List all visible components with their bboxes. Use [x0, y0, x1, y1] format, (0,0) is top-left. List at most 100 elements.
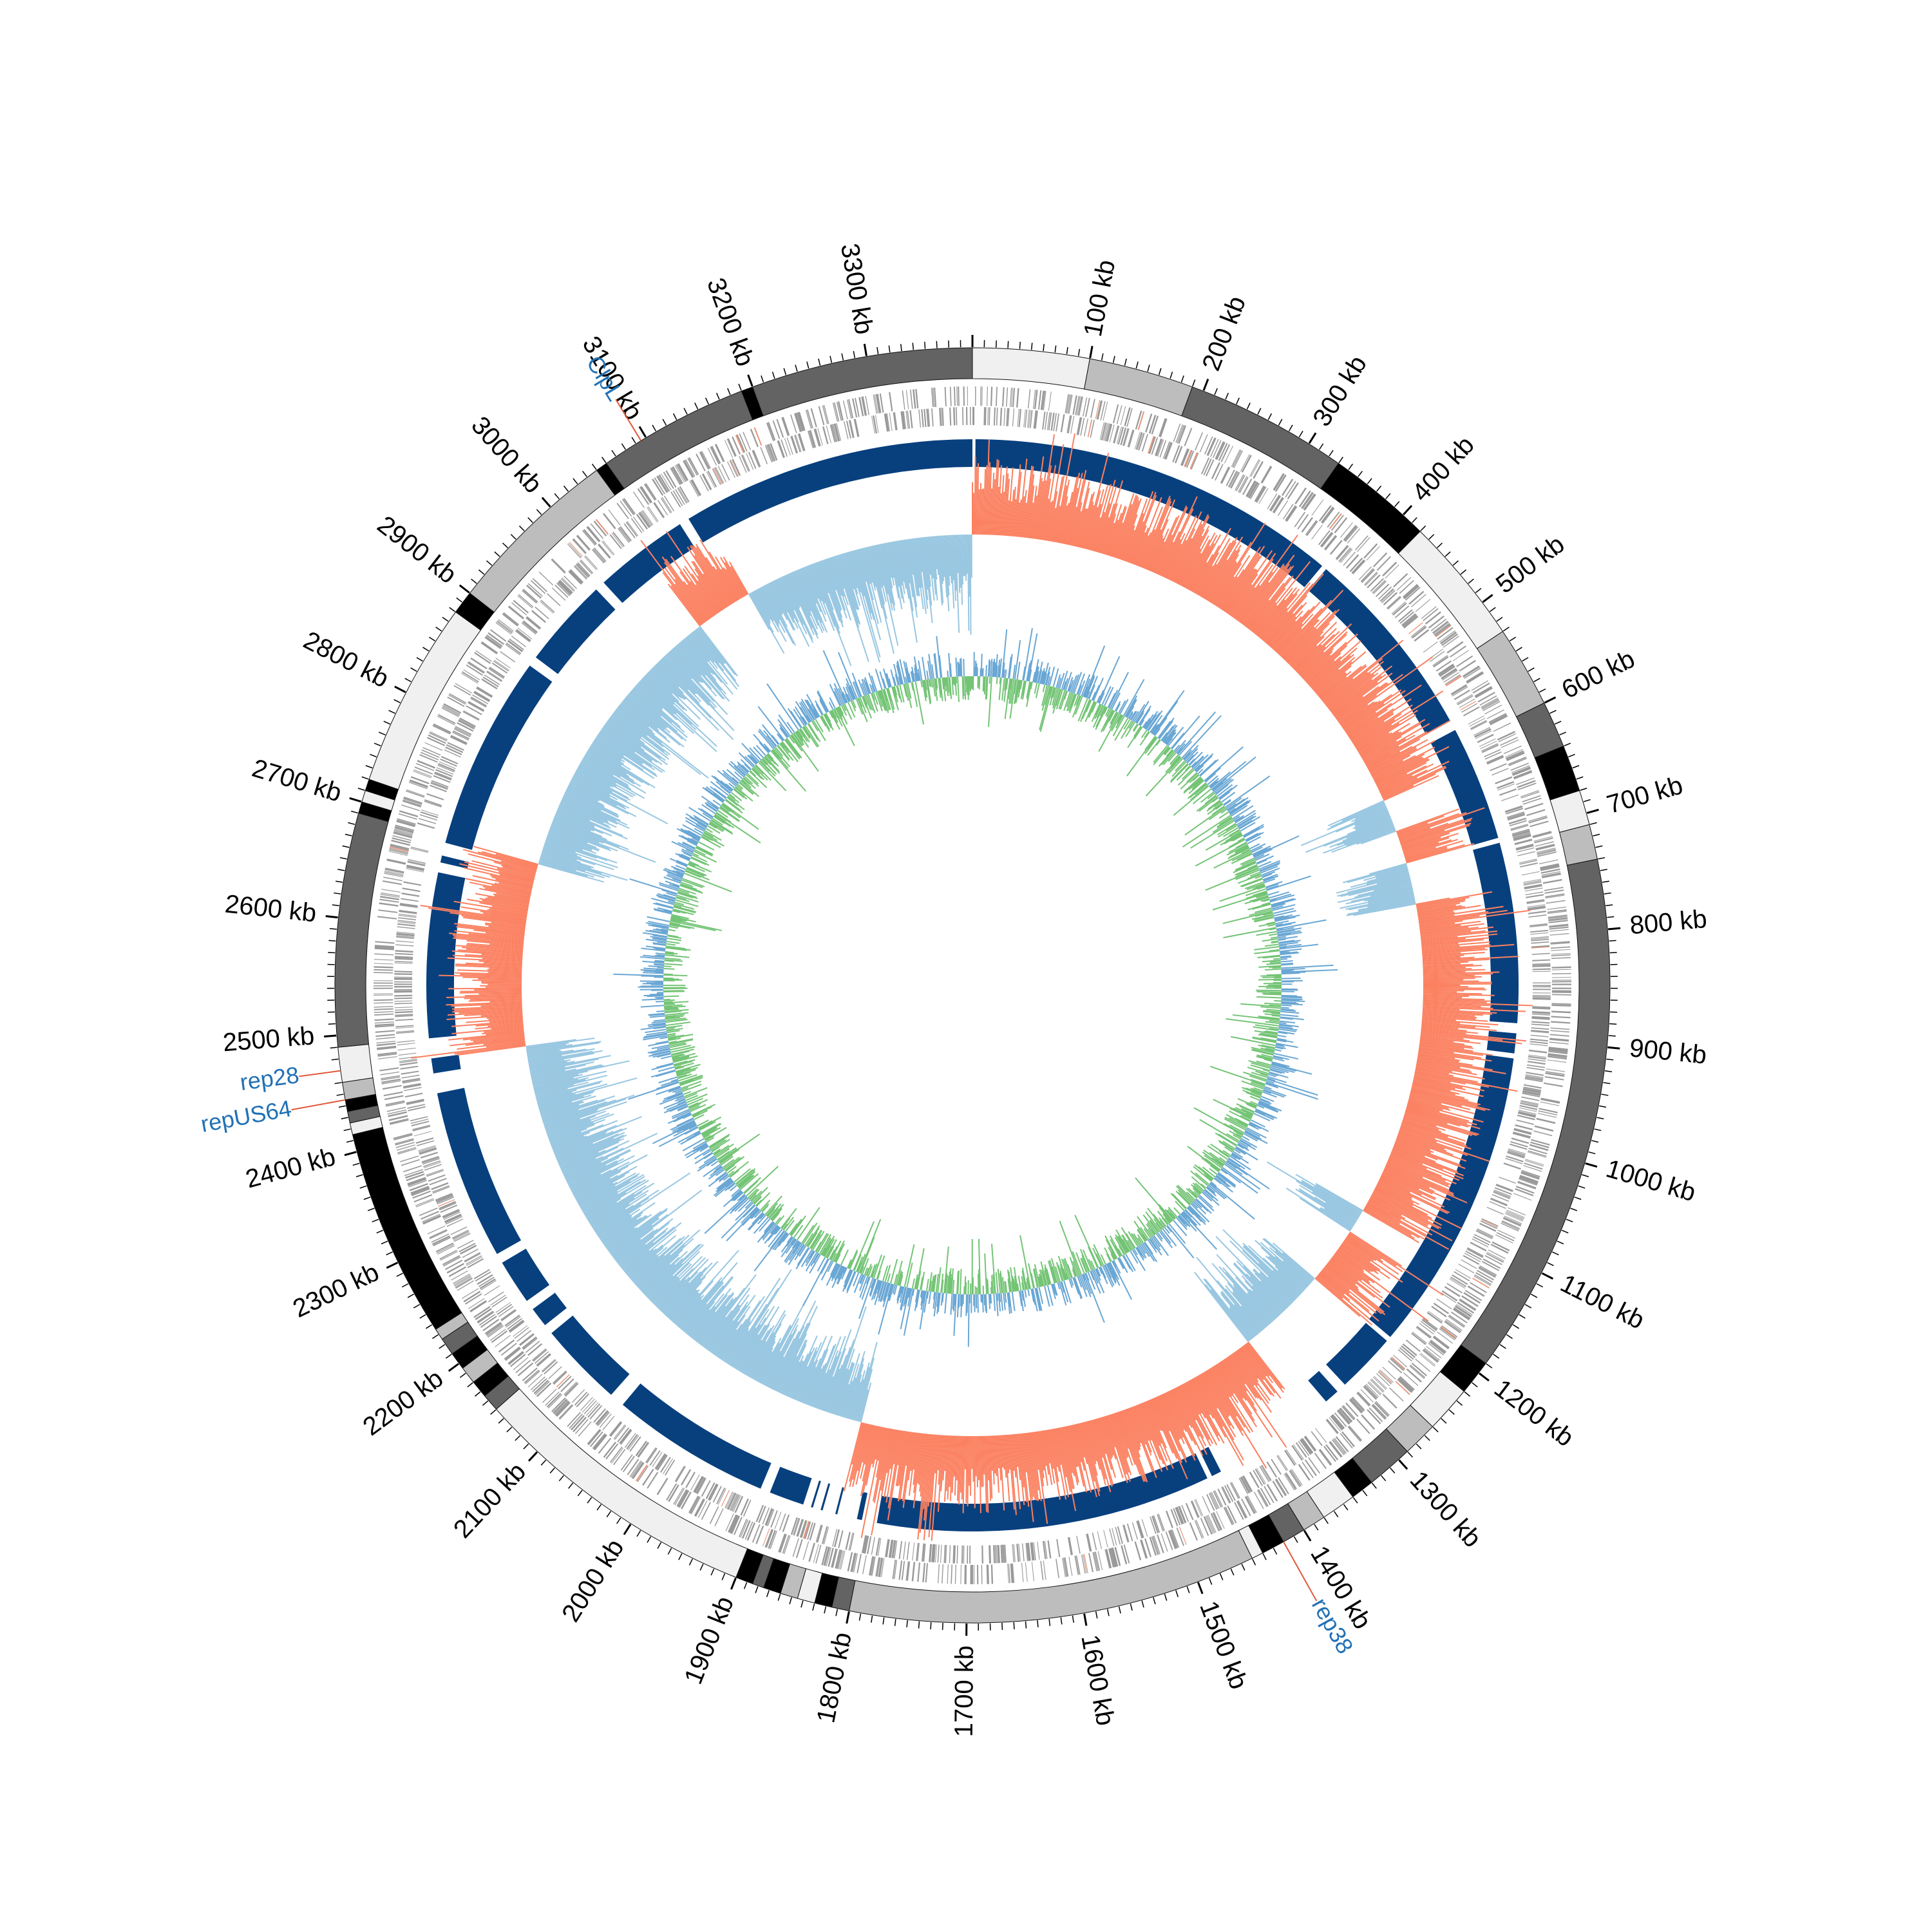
cds-feature [530, 1376, 545, 1390]
skew-positive-bar [1367, 1202, 1427, 1236]
skew-positive-bar [974, 1435, 976, 1508]
skew-positive-bar [1328, 1261, 1376, 1298]
skew-positive-bar [978, 1435, 980, 1481]
cds-feature [1302, 1437, 1314, 1454]
cds-feature [1126, 1523, 1133, 1542]
minor-tick [1358, 471, 1363, 477]
cds-feature [630, 518, 643, 533]
cds-feature [1025, 409, 1028, 428]
skew-positive-bar [1419, 909, 1508, 923]
position-label: 1500 kb [1194, 1597, 1253, 1693]
cds-feature [1179, 1526, 1187, 1545]
skew-positive-bar [1191, 554, 1214, 592]
skew-negative-bar [1269, 1255, 1306, 1290]
cds-feature [1528, 1058, 1546, 1062]
skew-positive-bar [1343, 1240, 1374, 1262]
cds-feature [388, 1115, 408, 1121]
minor-tick [1606, 1058, 1614, 1061]
cds-feature [402, 1077, 421, 1083]
cds-feature [440, 1251, 458, 1261]
skew-positive-bar [1170, 1390, 1204, 1456]
cds-feature [623, 523, 636, 538]
skew-positive-bar [1397, 811, 1467, 837]
cds-feature [1534, 1125, 1554, 1132]
cds-feature [727, 461, 735, 478]
skew-positive-bar [1054, 433, 1075, 542]
cds-feature [1175, 424, 1184, 443]
skew-positive-bar [1283, 626, 1315, 660]
cds-feature [1513, 1193, 1532, 1201]
skew-positive-bar [1422, 1013, 1477, 1019]
cds-feature [1494, 1187, 1512, 1195]
cds-feature [1177, 424, 1185, 444]
cds-feature [381, 892, 400, 896]
minor-tick [743, 1582, 748, 1589]
cds-feature [1551, 946, 1571, 949]
cds-feature [1492, 1194, 1510, 1202]
skew-positive-bar [1327, 672, 1371, 708]
cds-feature [373, 985, 393, 987]
cds-feature [864, 1535, 869, 1554]
cds-feature [571, 1389, 585, 1403]
cds-feature [1406, 1368, 1422, 1383]
cds-feature [406, 866, 424, 871]
position-label: 3000 kb [466, 411, 547, 498]
skew-positive-bar [1404, 846, 1436, 858]
skew-positive-bar [1381, 766, 1447, 798]
skew-positive-bar [1417, 905, 1465, 915]
cds-feature [794, 435, 801, 453]
skew-positive-bar [1305, 633, 1358, 682]
cds-feature [1452, 1274, 1468, 1285]
minor-tick [1054, 345, 1057, 353]
minor-tick [1141, 1600, 1144, 1608]
skew-positive-bar [1422, 1014, 1476, 1020]
skew-positive-bar [1050, 477, 1063, 542]
minor-tick [558, 1475, 564, 1482]
skew-positive-bar [1405, 840, 1464, 859]
cds-feature [397, 1040, 415, 1043]
major-tick [1478, 1372, 1490, 1382]
cds-feature [638, 512, 650, 528]
cds-feature [524, 1369, 540, 1383]
minor-tick [800, 1600, 804, 1608]
cds-feature [1088, 1553, 1094, 1573]
cds-feature [611, 533, 623, 548]
alignment-block [820, 1483, 831, 1511]
cds-feature [1304, 494, 1316, 511]
skew-positive-bar [992, 479, 996, 535]
cds-feature [1540, 1101, 1560, 1106]
skew-positive-bar [1186, 545, 1211, 589]
alignment-block [1473, 842, 1519, 1023]
cds-feature [397, 818, 416, 825]
cds-feature [482, 1318, 500, 1331]
cds-feature [663, 471, 674, 489]
cds-feature [1531, 1030, 1549, 1033]
cds-feature [645, 483, 657, 500]
skew-positive-bar [1311, 655, 1351, 690]
cds-feature [540, 601, 554, 614]
cds-feature [484, 1321, 502, 1334]
skew-positive-bar [1115, 495, 1139, 559]
skew-positive-bar [1296, 630, 1340, 673]
cds-feature [962, 407, 964, 426]
minor-tick [1456, 1400, 1463, 1406]
minor-tick [1594, 1128, 1602, 1132]
cds-feature [721, 464, 730, 481]
cds-feature [541, 1359, 556, 1372]
skew-positive-bar [1349, 698, 1412, 740]
cds-feature [552, 1370, 567, 1384]
skew-negative-bar [1262, 1238, 1313, 1282]
skew-positive-bar [964, 1435, 967, 1470]
cds-feature [1482, 700, 1500, 710]
cds-feature [408, 1180, 427, 1188]
cds-feature [1086, 1533, 1092, 1552]
cds-feature [989, 1545, 990, 1564]
skew-negative-bar [1229, 1306, 1255, 1338]
cds-feature [1524, 1084, 1542, 1089]
cds-feature [391, 839, 410, 846]
cds-feature [1387, 596, 1401, 609]
skew-positive-bar [1137, 532, 1151, 567]
cds-feature [637, 1465, 649, 1482]
cds-feature [399, 1056, 417, 1059]
skew-positive-bar [1390, 1154, 1442, 1177]
